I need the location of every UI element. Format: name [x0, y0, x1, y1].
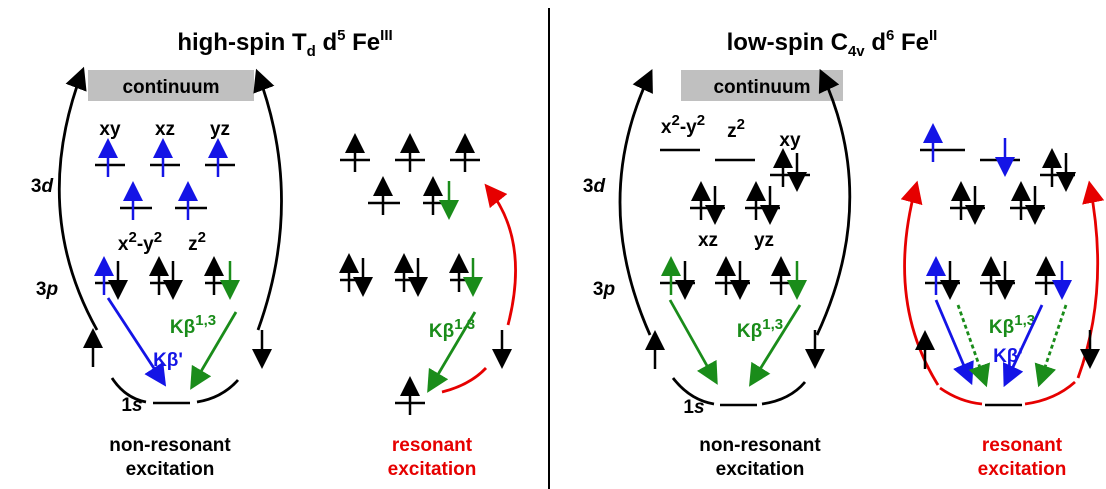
continuum-label: continuum: [713, 77, 810, 98]
orbital-label: x2-y2: [661, 112, 705, 138]
orbital-label: xy: [99, 119, 121, 140]
connector: [671, 377, 715, 406]
orbital-label: yz: [754, 230, 774, 251]
emission-arrow: [1002, 304, 1044, 388]
orbital-label: xz: [155, 119, 175, 140]
connector: [939, 386, 983, 406]
caption: excitation: [388, 459, 477, 480]
excitation-arrow: [618, 68, 653, 336]
orbital-label: z2: [188, 229, 206, 255]
kbeta-label: Kβ1,3: [989, 312, 1035, 338]
caption: non-resonant: [699, 435, 821, 456]
connector: [196, 379, 240, 404]
connector: [110, 377, 147, 404]
emission-arrow: [427, 311, 477, 393]
shell-label: 3p: [36, 279, 58, 300]
emission-arrow: [934, 299, 974, 386]
caption: excitation: [126, 459, 215, 480]
orbital-label: z2: [727, 116, 745, 142]
connector: [761, 381, 807, 406]
shell-label: 1s: [121, 395, 142, 416]
kbeta-label: Kβ1,3: [429, 316, 475, 342]
excitation-arrow: [1076, 180, 1105, 379]
caption: excitation: [978, 459, 1067, 480]
orbital-label: xy: [779, 130, 801, 151]
shell-label: 3d: [31, 176, 54, 197]
emission-arrow: [106, 297, 167, 387]
kbeta-label: Kβ1,3: [170, 312, 216, 338]
emission-arrow: [956, 304, 991, 388]
caption: non-resonant: [109, 435, 231, 456]
excitation-arrow: [253, 68, 283, 331]
continuum-box: [88, 70, 254, 101]
orbital-label: x2-y2: [118, 229, 162, 255]
connector: [441, 367, 488, 394]
shell-label: 3p: [593, 279, 615, 300]
shell-label: 3d: [583, 176, 606, 197]
emission-arrow: [668, 299, 718, 385]
excitation-arrow: [815, 68, 852, 336]
panel-title: high-spin Td d5 FeIII: [177, 27, 392, 60]
panel-title: low-spin C4v d6 FeII: [727, 27, 938, 60]
kbeta-label: Kβ1,3: [737, 316, 783, 342]
emission-arrow: [190, 311, 238, 390]
continuum-box: [681, 70, 843, 101]
continuum-label: continuum: [122, 77, 219, 98]
excitation-arrow: [484, 183, 517, 326]
emission-arrow: [1034, 304, 1068, 388]
connector: [1024, 380, 1076, 406]
excitation-arrow: [57, 66, 99, 331]
kbeta-prime-label: Kβ': [153, 350, 183, 371]
shell-label: 1s: [683, 397, 704, 418]
orbital-label: yz: [210, 119, 230, 140]
emission-arrow: [749, 304, 802, 387]
caption: resonant: [392, 435, 473, 456]
excitation-arrow: [900, 180, 940, 386]
caption: resonant: [982, 435, 1063, 456]
orbital-label: xz: [698, 230, 718, 251]
caption: excitation: [716, 459, 805, 480]
